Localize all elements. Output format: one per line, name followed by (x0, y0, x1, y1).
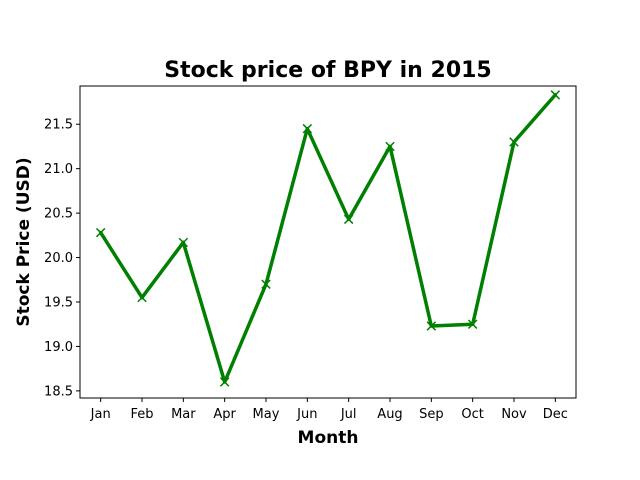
data-point (137, 292, 147, 303)
x-tick-label: Nov (501, 407, 527, 422)
data-point (178, 237, 189, 248)
data-point (426, 321, 437, 331)
x-tick-label: Sep (419, 407, 444, 422)
y-tick-label: 18.5 (44, 384, 73, 399)
x-tick-label: Jun (296, 407, 317, 422)
x-tick-label: Apr (213, 407, 236, 422)
x-axis-label: Month (298, 428, 359, 448)
y-tick-label: 20.0 (44, 251, 73, 266)
data-point (95, 227, 106, 238)
data-point (385, 141, 395, 152)
x-tick-label: May (253, 407, 280, 422)
plot-area (79, 85, 577, 399)
x-tick-label: Jan (90, 407, 111, 422)
data-point (261, 279, 271, 289)
x-tick-label: Feb (130, 407, 153, 422)
x-tick-label: Jul (340, 407, 357, 422)
data-point (509, 137, 519, 147)
x-axis: Jan Feb Mar Apr May Jun Jul Aug Sep Oct Nov Dec (90, 398, 568, 422)
y-tick-label: 21.5 (44, 118, 73, 133)
x-tick-label: Aug (377, 407, 402, 422)
series-layer (95, 90, 561, 387)
x-tick-label: Mar (171, 407, 196, 422)
data-point (467, 319, 478, 329)
y-tick-label: 20.5 (44, 207, 73, 222)
y-tick-label: 19.5 (44, 296, 73, 311)
y-tick-label: 21.0 (44, 162, 73, 177)
x-tick-label: Oct (461, 407, 483, 422)
chart-title: Stock price of BPY in 2015 (164, 58, 492, 83)
data-point (219, 377, 230, 387)
series-line (98, 93, 558, 384)
y-tick-label: 19.0 (44, 340, 73, 355)
data-point (343, 214, 354, 225)
data-point (302, 123, 313, 134)
x-tick-label: Dec (543, 407, 568, 422)
data-point (550, 90, 561, 100)
y-axis: 18.5 19.0 19.5 20.0 20.5 21.0 21.5 (44, 118, 80, 399)
y-axis-label: Stock Price (USD) (14, 157, 34, 326)
